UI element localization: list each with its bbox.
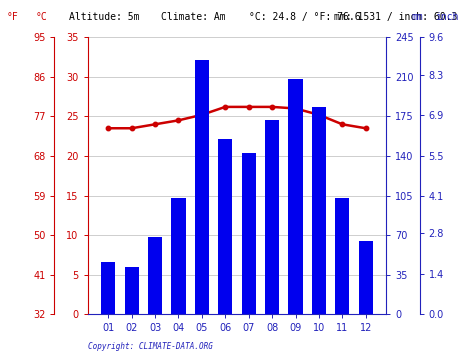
Bar (219, 139, 232, 314)
Text: °C: °C (36, 12, 47, 22)
Text: °F: °F (7, 12, 19, 22)
Text: Climate: Am: Climate: Am (161, 12, 226, 22)
Bar (265, 120, 279, 314)
Bar (335, 198, 349, 314)
Text: °C: 24.8 / °F: 76.6: °C: 24.8 / °F: 76.6 (249, 12, 360, 22)
Text: inch: inch (435, 12, 459, 22)
Bar (101, 262, 115, 314)
Text: Altitude: 5m: Altitude: 5m (69, 12, 139, 22)
Bar (125, 267, 139, 314)
Bar (148, 237, 162, 314)
Text: mm: 1531 / inch: 60.3: mm: 1531 / inch: 60.3 (334, 12, 457, 22)
Bar (242, 153, 255, 314)
Bar (195, 60, 209, 314)
Bar (359, 241, 373, 314)
Text: mm: mm (411, 12, 423, 22)
Text: Copyright: CLIMATE-DATA.ORG: Copyright: CLIMATE-DATA.ORG (88, 342, 212, 351)
Bar (172, 198, 185, 314)
Bar (312, 107, 326, 314)
Bar (289, 79, 302, 314)
